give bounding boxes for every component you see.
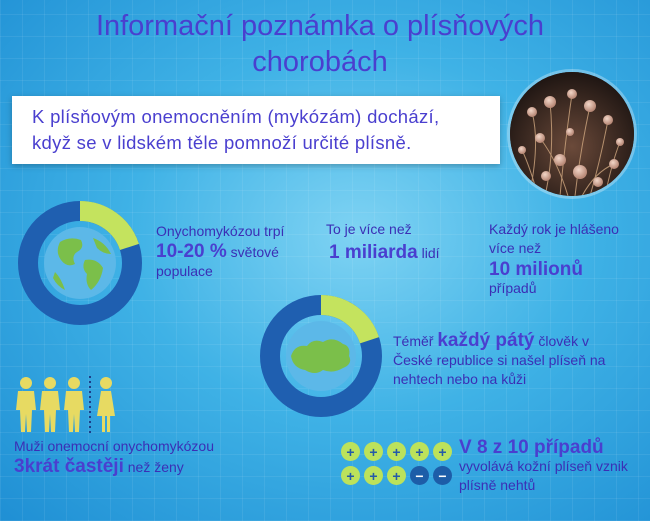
stat-gender-text2: než ženy bbox=[123, 459, 184, 475]
stat-skin-text2: plísně nehtů bbox=[459, 477, 536, 493]
fungus-photo bbox=[510, 72, 634, 196]
stat-czech-text2: člověk v bbox=[534, 333, 589, 349]
stat-yearly-highlight: 10 milionů bbox=[489, 259, 583, 280]
man-icon bbox=[40, 377, 60, 432]
stat-yearly-text3: případů bbox=[489, 280, 537, 296]
minus-icon: − bbox=[433, 466, 452, 485]
plus-icon: + bbox=[364, 466, 383, 485]
intro-text: K plísňovým onemocněním (mykózám) docház… bbox=[32, 104, 492, 156]
page-title: Informační poznámka o plísňových chorobá… bbox=[95, 10, 545, 78]
stat-czech-text4: nehtech nebo na kůži bbox=[393, 371, 527, 387]
stat-billion: To je více než 1 miliarda lidí bbox=[326, 220, 486, 263]
stat-billion-text2: lidí bbox=[417, 245, 440, 261]
world-donut bbox=[18, 201, 142, 325]
map-icon bbox=[286, 321, 356, 391]
globe-icon bbox=[44, 227, 116, 299]
stat-world-text2: světové bbox=[226, 244, 279, 260]
woman-icon bbox=[97, 377, 115, 432]
plus-icon: + bbox=[341, 442, 360, 461]
man-icon bbox=[16, 377, 36, 432]
stat-world-text1: Onychomykózou trpí bbox=[156, 223, 285, 239]
stat-skin-text1: vyvolává kožní plíseň vznik bbox=[459, 458, 628, 474]
czech-share-chart bbox=[257, 292, 385, 420]
stat-gender-highlight: 3krát častěji bbox=[14, 456, 124, 477]
stat-czech: Téměř každý pátý člověk v České republic… bbox=[393, 331, 650, 389]
plus-icon: + bbox=[341, 466, 360, 485]
stat-skin-highlight: V 8 z 10 případů bbox=[459, 437, 604, 458]
world-share-chart bbox=[15, 198, 145, 328]
intro-line-2: když se v lidském těle pomnoží určité pl… bbox=[32, 132, 412, 153]
stat-yearly-text2: více než bbox=[489, 240, 542, 256]
plus-minus-row: + + + − − bbox=[341, 466, 453, 485]
stat-czech-text1: Téměř bbox=[393, 333, 438, 349]
intro-box: K plísňovým onemocněním (mykózám) docház… bbox=[12, 96, 500, 164]
world-donut-share bbox=[79, 201, 139, 251]
stat-czech-text3: České republice si našel plíseň na bbox=[393, 352, 606, 368]
stat-czech-highlight: každý pátý bbox=[437, 330, 535, 351]
plus-minus-grid: + + + + + + + + − − bbox=[341, 442, 453, 485]
people-icons bbox=[16, 376, 115, 434]
plus-icon: + bbox=[410, 442, 429, 461]
plus-minus-row: + + + + + bbox=[341, 442, 453, 461]
plus-icon: + bbox=[364, 442, 383, 461]
skin-ratio-grid: + + + + + + + + − − bbox=[341, 442, 453, 485]
plus-icon: + bbox=[387, 442, 406, 461]
czech-donut-share bbox=[320, 295, 380, 344]
stat-billion-text1: To je více než bbox=[326, 221, 412, 237]
stat-billion-highlight: 1 miliarda bbox=[329, 242, 418, 263]
stat-world-highlight: 10-20 % bbox=[156, 241, 227, 262]
plus-icon: + bbox=[433, 442, 452, 461]
plus-icon: + bbox=[387, 466, 406, 485]
stat-yearly: Každý rok je hlášeno více než 10 milionů… bbox=[489, 220, 649, 298]
stat-world: Onychomykózou trpí 10-20 % světové popul… bbox=[156, 222, 316, 281]
stat-world-text3: populace bbox=[156, 263, 213, 279]
stat-gender-text1: Muži onemocní onychomykózou bbox=[14, 438, 214, 454]
man-icon bbox=[64, 377, 84, 432]
minus-icon: − bbox=[410, 466, 429, 485]
stat-skin: V 8 z 10 případů vyvolává kožní plíseň v… bbox=[459, 438, 649, 495]
stat-yearly-text1: Každý rok je hlášeno bbox=[489, 221, 619, 237]
fungus-illustration bbox=[510, 72, 634, 196]
gender-figures bbox=[14, 376, 130, 434]
stat-gender: Muži onemocní onychomykózou 3krát častěj… bbox=[14, 437, 274, 477]
czech-donut bbox=[260, 295, 382, 417]
intro-line-1: K plísňovým onemocněním (mykózám) docház… bbox=[32, 106, 440, 127]
